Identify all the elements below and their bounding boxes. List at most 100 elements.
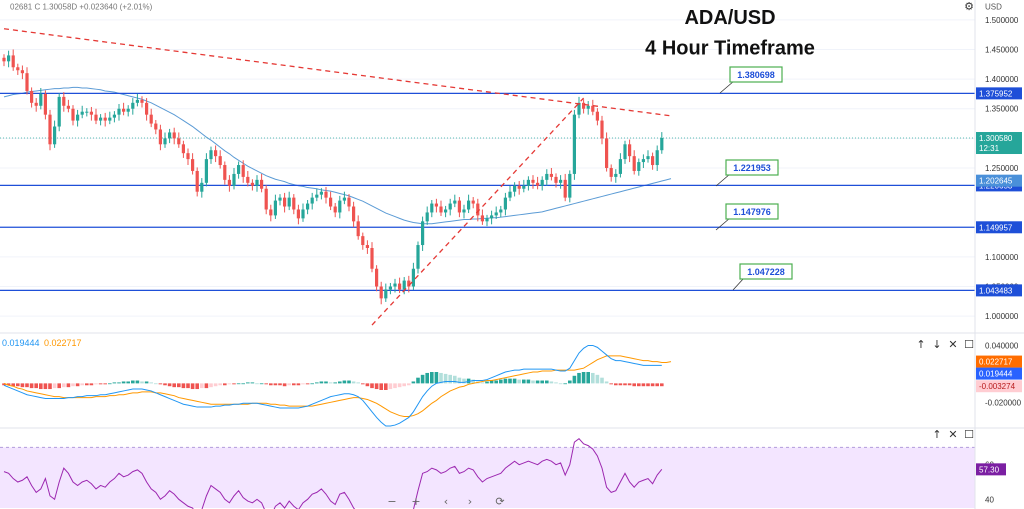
macd-histogram-bar <box>223 383 227 386</box>
level-tag: 1.149957 <box>979 223 1013 232</box>
macd-histogram-bar <box>121 381 126 384</box>
gear-icon[interactable]: ⚙ <box>964 0 974 13</box>
candle-body <box>333 206 337 213</box>
macd-histogram-bar <box>586 372 590 384</box>
trendlines <box>3 28 672 326</box>
annotation-label: 1.047228 <box>747 267 785 277</box>
macd-histogram-bar <box>43 383 48 390</box>
price-tick-label: 1.100000 <box>985 253 1019 262</box>
candle-body <box>549 173 553 177</box>
macd-histogram-bar <box>204 383 209 389</box>
macd-histogram-bar <box>453 375 457 384</box>
candle-body <box>430 203 434 213</box>
rsi-tag: 57.30 <box>979 465 1000 474</box>
rsi-panel <box>0 437 975 509</box>
macd-histogram-bar <box>577 372 581 384</box>
reset-icon[interactable]: ⟳ <box>495 495 505 508</box>
candle-body <box>85 111 89 113</box>
candle-body <box>476 203 480 216</box>
macd-histogram-bar <box>278 383 282 386</box>
price-tick-label: 1.000000 <box>985 312 1019 321</box>
price-tick-label: 1.400000 <box>985 75 1019 84</box>
macd-histogram-bar <box>503 378 508 384</box>
macd-hist-tag-bg <box>976 380 1022 393</box>
candle-body <box>223 165 227 180</box>
trendline <box>371 97 585 326</box>
level-annotations: 1.380698 1.221953 1.147976 1.047228 <box>715 66 793 291</box>
macd-histogram-bar <box>370 383 374 389</box>
candle-body <box>605 138 609 168</box>
macd-histogram-bar <box>407 383 411 386</box>
candle-body <box>306 203 310 210</box>
macd-histogram-bar <box>512 378 517 384</box>
annotation-box <box>725 203 779 220</box>
candle-body <box>39 93 43 106</box>
candle-body <box>20 70 24 74</box>
macd-value-tag: 0.019444 <box>979 370 1013 379</box>
arrow-up-icon[interactable]: ↑ <box>932 428 942 441</box>
macd-signal-line <box>3 355 672 418</box>
macd-histogram-bar <box>195 383 199 390</box>
macd-histogram-bar <box>177 383 181 388</box>
macd-line <box>3 344 662 427</box>
annotation-label: 1.380698 <box>737 70 775 80</box>
candle-body <box>214 150 218 157</box>
macd-histogram-bar <box>485 381 489 384</box>
scroll-right-icon[interactable]: › <box>467 495 473 508</box>
macd-histogram-bar <box>259 383 264 385</box>
candle-body <box>191 159 195 171</box>
macd-histogram-bar <box>126 381 130 384</box>
macd-histogram-bar <box>57 383 61 389</box>
macd-histogram-bar <box>402 383 406 387</box>
candles <box>2 49 664 305</box>
price-tick-label: 1.500000 <box>985 16 1019 25</box>
candle-body <box>62 96 66 106</box>
rsi-layer <box>0 437 975 509</box>
macd-histogram-bar <box>94 383 98 385</box>
annotation-pointer <box>732 277 745 291</box>
maximize-icon[interactable]: ☐ <box>964 428 974 441</box>
candle-body <box>218 156 222 166</box>
chart-title: ADA/USD <box>684 7 775 29</box>
close-icon[interactable]: ✕ <box>948 428 958 441</box>
candle-body <box>577 102 581 115</box>
zoom-out-icon[interactable]: − <box>387 495 397 508</box>
close-icon[interactable]: ✕ <box>948 338 958 351</box>
candle-body <box>260 179 264 189</box>
chart-subtitle: 4 Hour Timeframe <box>645 38 815 60</box>
macd-histogram-bar <box>273 383 278 386</box>
arrow-up-icon[interactable]: ↑ <box>916 338 926 351</box>
candle-body <box>200 182 204 192</box>
macd-histogram-bar <box>448 374 452 384</box>
candle-body <box>80 111 84 115</box>
scroll-left-icon[interactable]: ‹ <box>443 495 449 508</box>
candle-body <box>204 159 208 183</box>
arrow-down-icon[interactable]: ↓ <box>932 338 942 351</box>
annotation-box <box>725 159 779 176</box>
macd-histogram-bar <box>16 383 20 387</box>
annotation-label: 1.221953 <box>733 163 771 173</box>
maximize-icon[interactable]: ☐ <box>964 338 974 351</box>
candle-body <box>287 197 291 207</box>
macd-legend-macd: 0.019444 <box>2 338 40 348</box>
level-tag-bg <box>976 284 1022 297</box>
macd-histogram-bar <box>2 383 6 386</box>
candle-body <box>94 114 98 121</box>
candle-body <box>485 218 489 222</box>
zoom-in-icon[interactable]: + <box>411 495 421 508</box>
macd-histogram-bar <box>397 383 402 388</box>
candle-body <box>292 197 296 210</box>
candle-body <box>526 179 530 186</box>
macd-histogram-bar <box>186 383 190 389</box>
candle-body <box>623 144 627 160</box>
macd-histogram-bar <box>71 383 75 387</box>
macd-histogram-bar <box>117 382 121 384</box>
candle-body <box>57 96 61 127</box>
macd-signal-tag-bg <box>976 355 1022 368</box>
candle-body <box>89 111 93 115</box>
macd-histogram-bar <box>172 383 176 388</box>
macd-histogram-bar <box>181 383 186 389</box>
level-tag-bg <box>976 87 1022 100</box>
candle-body <box>241 165 245 177</box>
candle-body <box>554 176 558 183</box>
